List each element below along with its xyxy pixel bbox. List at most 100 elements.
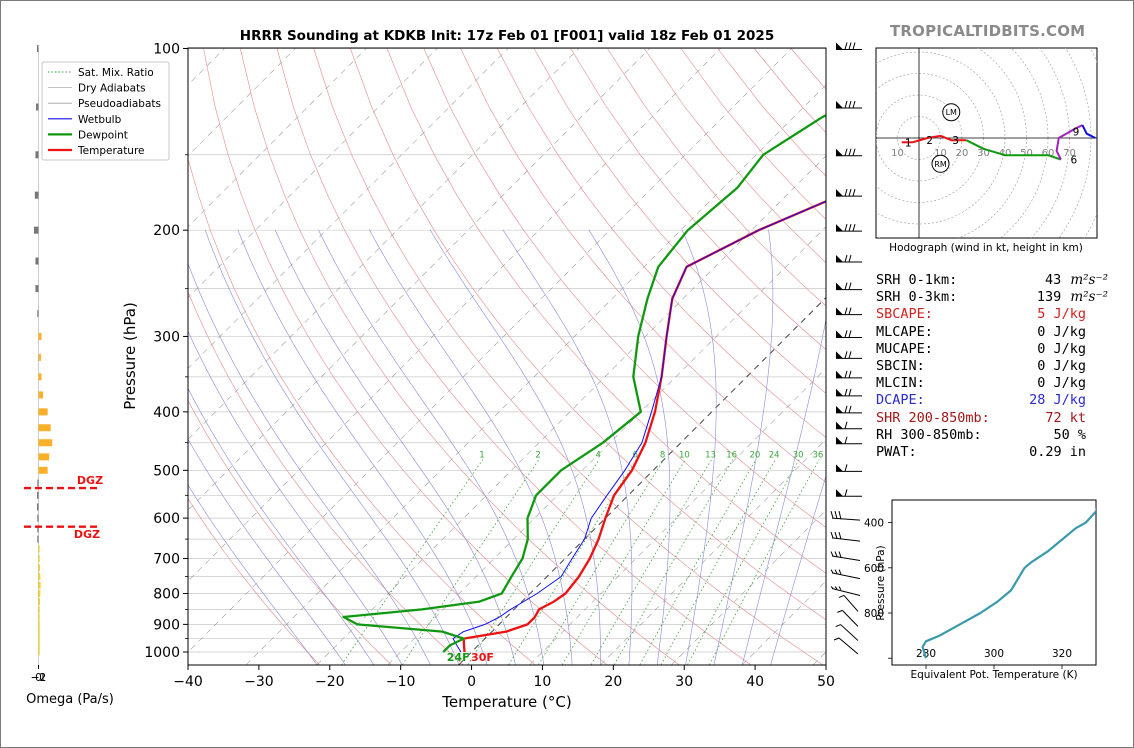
barb-pennant (836, 189, 843, 197)
barb-feather (838, 586, 842, 590)
barb-feather (830, 569, 834, 574)
theta-e-x-tick-label: 300 (984, 648, 1004, 660)
theta-e-y-tick-label: 800 (864, 608, 884, 620)
barb-pennant (836, 148, 843, 156)
wind-barb (836, 254, 862, 263)
y-tick-label: 600 (153, 511, 180, 527)
dry-adiabat-line (276, 48, 751, 665)
barb-feather (830, 586, 834, 589)
pseudoadiabat-line (188, 438, 346, 665)
hodograph-ring-label: 40 (999, 148, 1012, 159)
omega-bar (38, 613, 40, 621)
wind-barb (836, 42, 862, 50)
mixing-ratio-line (660, 459, 776, 665)
wind-barb (836, 282, 862, 291)
hodograph-rings: 10 10 20 30 40 50 60 70 1 2 3 6 9 LM RM (876, 48, 1097, 238)
dgz-label-top: DGZ (77, 474, 103, 487)
pseudoadiabat-line (770, 474, 826, 665)
mixing-ratio-label: 10 (679, 451, 690, 461)
legend-label: Dry Adiabats (78, 83, 146, 95)
barb-staff (831, 572, 861, 580)
barb-feather (844, 421, 848, 429)
x-tick-label: 20 (604, 674, 622, 690)
stat-label: DCAPE: (876, 392, 925, 409)
omega-bar (36, 503, 39, 511)
pseudoadiabat-line (188, 388, 374, 665)
barb-feather (848, 224, 852, 232)
dry-adiabat-line (607, 48, 826, 307)
barb-staff (831, 537, 861, 542)
barb-feather (834, 551, 838, 557)
stat-row: MUCAPE: 0 J/kg (876, 341, 1116, 358)
omega-bar (38, 424, 51, 432)
hodograph-ring-label: 30 (977, 148, 990, 159)
barb-feather (844, 330, 848, 338)
barb-feather (848, 42, 852, 50)
barb-feather (830, 510, 834, 519)
stat-unit: m²s⁻² (1070, 289, 1108, 306)
pseudoadiabat-line (713, 229, 774, 665)
mixing-ratio-line (709, 459, 820, 665)
barb-pennant (836, 330, 843, 338)
barb-feather (852, 42, 856, 50)
barb-staff (838, 637, 859, 655)
omega-tick-label: −2 (31, 672, 46, 684)
x-tick-label: 40 (746, 674, 764, 690)
omega-bar (35, 257, 39, 265)
mixing-ratio-line (467, 459, 600, 665)
isotherm-line (671, 509, 826, 665)
wind-barb (835, 624, 859, 641)
wind-barb (836, 388, 862, 397)
isotherm-line (188, 48, 367, 228)
barb-pennant (836, 42, 843, 50)
hodograph-storm-marker (931, 154, 950, 173)
x-tick-label: 50 (817, 674, 835, 690)
barb-pennant (836, 464, 843, 472)
barb-feather (833, 637, 840, 641)
hodograph-segment (1055, 124, 1083, 160)
hodograph-height-label: 2 (926, 135, 933, 147)
omega-bar (38, 573, 41, 581)
barb-feather (835, 624, 841, 628)
omega-bar (36, 491, 39, 499)
omega-bar (37, 479, 39, 487)
x-tick-label: −40 (173, 674, 203, 690)
x-tick-label: 10 (534, 674, 552, 690)
pseudoadiabat-line (274, 229, 516, 665)
barb-feather (838, 510, 842, 520)
legend-label: Sat. Mix. Ratio (78, 67, 154, 79)
stat-label: MLCIN: (876, 375, 925, 392)
omega-bar (38, 391, 44, 399)
barb-feather (838, 569, 842, 575)
omega-bar (37, 525, 39, 533)
wind-barb (838, 594, 859, 612)
legend-label: Dewpoint (78, 129, 128, 141)
wind-barb (836, 464, 862, 472)
barb-pennant (836, 405, 843, 413)
wind-barb (830, 531, 861, 542)
mixing-ratio-label: 13 (705, 451, 716, 461)
dry-adiabat-line (423, 48, 826, 528)
barb-feather (848, 330, 852, 338)
barb-pennant (836, 224, 843, 232)
stat-value: 0 J/kg (1037, 323, 1086, 340)
mixing-ratio-label: 20 (749, 451, 760, 461)
omega-bar (33, 226, 39, 234)
isotherm-line (188, 48, 721, 582)
stat-label: MUCAPE: (876, 340, 933, 357)
barb-feather (848, 405, 852, 413)
barb-pennant (836, 307, 843, 315)
hodograph-ring-label: 60 (1042, 148, 1055, 159)
stat-value: 139 m²s⁻² (1037, 289, 1108, 306)
theta-e-frame (891, 499, 1097, 666)
omega-bar (38, 605, 40, 613)
omega-tick-label: −1 (31, 672, 46, 684)
mixing-ratio-label: 24 (769, 451, 780, 461)
pseudoadiabat-line (502, 229, 633, 665)
dry-adiabat-line (188, 498, 320, 665)
pseudoadiabat-line (237, 229, 488, 665)
stat-label: SBCAPE: (876, 306, 933, 323)
barb-feather (844, 189, 848, 197)
barb-feather (848, 148, 852, 156)
barb-feather (837, 609, 843, 613)
